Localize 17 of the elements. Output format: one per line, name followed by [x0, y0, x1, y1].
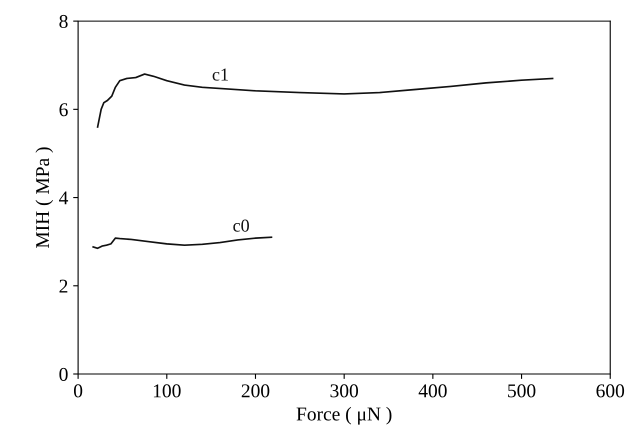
x-tick-label: 100 — [154, 384, 181, 398]
series-label: c0 — [233, 220, 249, 232]
x-tick-label: 500 — [508, 384, 536, 398]
x-tick-label: 400 — [418, 384, 447, 398]
x-tick-label: 200 — [242, 384, 270, 398]
x-tick-label: 300 — [330, 384, 358, 398]
y-tick-label: 0 — [59, 368, 68, 381]
y-tick-label: 2 — [60, 280, 68, 293]
line-series — [92, 236, 272, 250]
x-axis-title: Force ( μN ) — [296, 406, 392, 425]
x-tick-label: 0 — [74, 384, 82, 398]
series-label: c1 — [212, 68, 228, 81]
y-tick-label: 8 — [59, 14, 68, 28]
x-tick-label: 600 — [596, 384, 624, 398]
y-axis-title: MIH ( MPa ) — [35, 147, 54, 248]
y-tick-label: 4 — [59, 192, 68, 204]
y-tick-label: 6 — [59, 103, 68, 116]
